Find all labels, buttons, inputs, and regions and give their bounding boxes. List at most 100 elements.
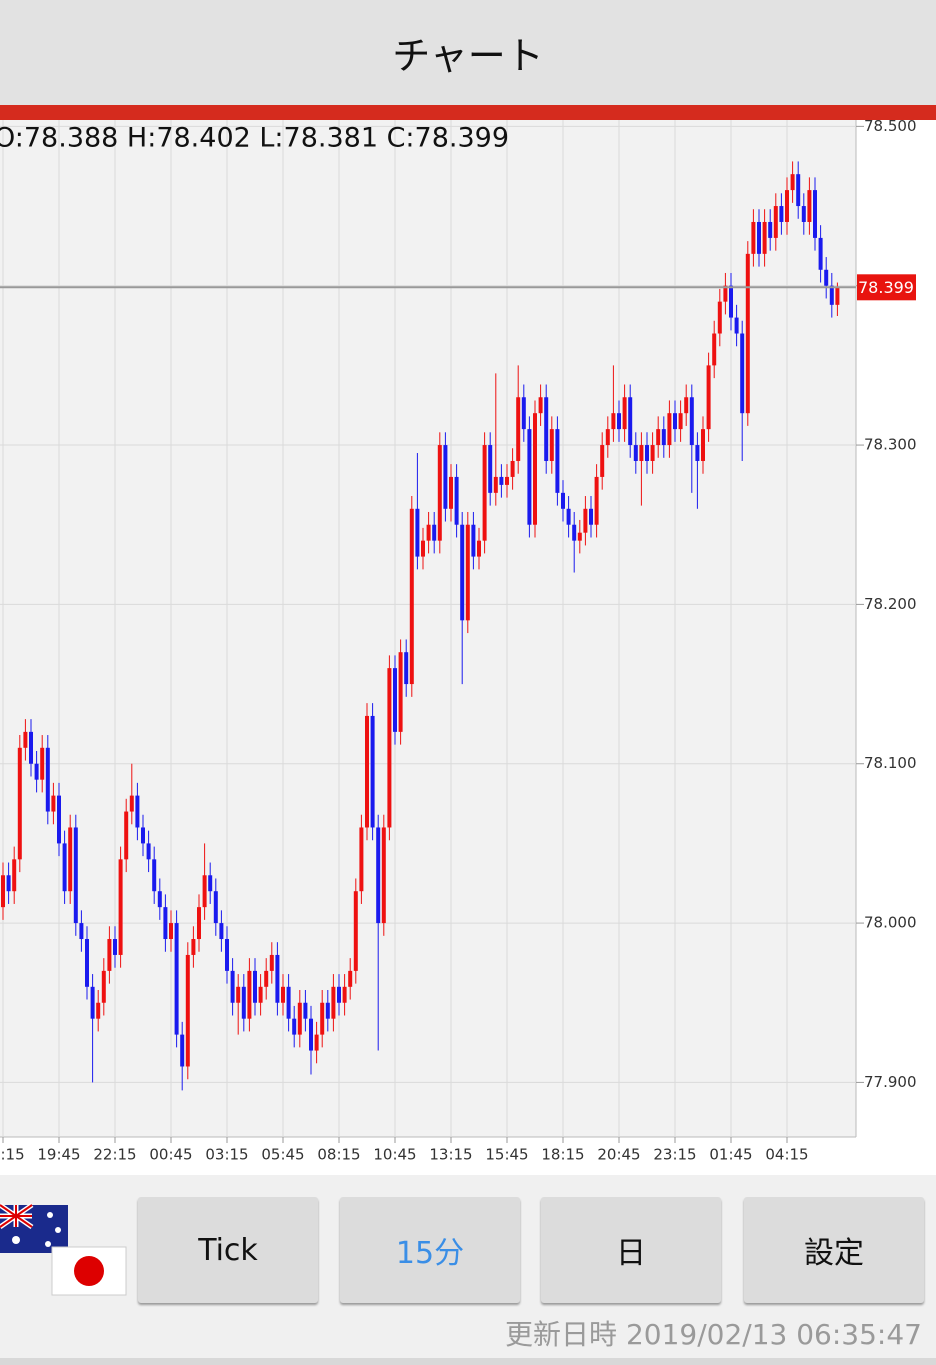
- candle-body: [376, 827, 381, 924]
- aud-union-red: [0, 1204, 33, 1228]
- plot-background: [0, 120, 856, 1137]
- candle-body: [656, 429, 661, 446]
- candle-body: [689, 397, 694, 446]
- candle-body: [723, 285, 728, 302]
- ohlc-info: O:78.388 H:78.402 L:78.381 C:78.399: [0, 123, 509, 154]
- candle-body: [477, 540, 481, 557]
- candle-body: [90, 986, 95, 1019]
- candle-body: [303, 1002, 308, 1019]
- red-stripe: [0, 105, 936, 120]
- candle-body: [572, 524, 577, 541]
- candle-body: [107, 939, 112, 971]
- candle-body: [768, 221, 773, 238]
- candle-body: [297, 1002, 302, 1035]
- candle-body: [505, 476, 509, 485]
- button-label: Tick: [198, 1232, 258, 1268]
- candle-body: [818, 237, 823, 270]
- candle-body: [762, 221, 767, 254]
- candle-body: [706, 365, 711, 430]
- candle-body: [835, 287, 840, 305]
- candle-body: [320, 1002, 325, 1035]
- candle-body: [745, 253, 750, 414]
- y-tick-label: 77.900: [864, 1073, 917, 1091]
- day-button[interactable]: 日: [541, 1197, 721, 1303]
- candle-body: [409, 508, 414, 685]
- candle-body: [605, 429, 610, 446]
- candle-body: [622, 397, 627, 430]
- x-tick-label: 18:15: [541, 1146, 584, 1164]
- candle-body: [454, 476, 459, 525]
- candle-body: [157, 891, 162, 908]
- candle-body: [589, 508, 593, 525]
- candle-body: [471, 524, 476, 557]
- candle-body: [684, 397, 689, 414]
- candle-body: [141, 827, 145, 844]
- candle-body: [734, 317, 739, 334]
- candle-body: [561, 492, 565, 509]
- candle-body: [398, 652, 403, 732]
- candle-body: [113, 939, 117, 955]
- x-tick-label: 20:45: [597, 1146, 640, 1164]
- 15min-button[interactable]: 15分: [340, 1197, 520, 1303]
- candle-body: [527, 429, 532, 525]
- x-tick-label: 13:15: [429, 1146, 472, 1164]
- x-tick-label: 08:15: [317, 1146, 360, 1164]
- candle-body: [729, 285, 733, 318]
- candle-body: [17, 747, 22, 860]
- candle-body: [667, 413, 672, 446]
- jpy-sun: [74, 1256, 104, 1286]
- candle-body: [617, 413, 621, 430]
- candle-body: [258, 986, 263, 1003]
- candle-body: [533, 413, 537, 525]
- candle-body: [241, 986, 246, 1019]
- candle-body: [23, 731, 28, 748]
- x-tick-label: 00:45: [149, 1146, 192, 1164]
- candle-body: [79, 923, 84, 940]
- candle-body: [208, 875, 213, 892]
- candle-body: [717, 301, 722, 334]
- candle-body: [639, 445, 644, 461]
- candle-body: [359, 827, 364, 892]
- candle-body: [488, 445, 493, 493]
- candle-body: [292, 1018, 297, 1035]
- candle-body: [600, 445, 605, 477]
- candle-body: [611, 413, 616, 430]
- candle-body: [275, 954, 280, 1003]
- tick-button[interactable]: Tick: [138, 1197, 318, 1303]
- candle-body: [661, 429, 666, 446]
- candle-body: [628, 397, 633, 446]
- y-tick-label: 78.500: [864, 117, 917, 135]
- candle-body: [437, 445, 442, 541]
- candle-body: [62, 843, 67, 892]
- candle-body: [387, 668, 392, 828]
- settings-button[interactable]: 設定: [744, 1197, 924, 1303]
- candle-body: [801, 206, 806, 222]
- aud-star: [12, 1236, 20, 1244]
- currency-flags: [0, 1202, 127, 1296]
- candle-body: [213, 891, 218, 924]
- candle-body: [673, 413, 677, 430]
- candle-body: [264, 970, 269, 987]
- candle-body: [773, 206, 778, 238]
- candle-body: [247, 970, 252, 1019]
- candle-body: [225, 939, 229, 971]
- candle-body: [516, 397, 521, 461]
- current-price-box: [857, 274, 916, 301]
- candle-body: [740, 333, 745, 414]
- x-tick-label: 22:15: [93, 1146, 136, 1164]
- candle-body: [236, 986, 241, 1003]
- candle-body: [202, 875, 207, 908]
- y-tick-label: 78.000: [864, 914, 917, 932]
- candle-body: [370, 715, 375, 828]
- x-tick-label: 05:45: [261, 1146, 304, 1164]
- candle-body: [191, 939, 196, 955]
- candle-body: [701, 429, 705, 461]
- update-time: 更新日時 2019/02/13 06:35:47: [505, 1318, 922, 1351]
- candle-body: [169, 923, 173, 940]
- candle-body: [309, 1018, 313, 1051]
- aud-star: [47, 1212, 53, 1218]
- y-tick-label: 78.100: [864, 754, 917, 772]
- candle-body: [353, 891, 358, 971]
- candle-body: [757, 221, 761, 254]
